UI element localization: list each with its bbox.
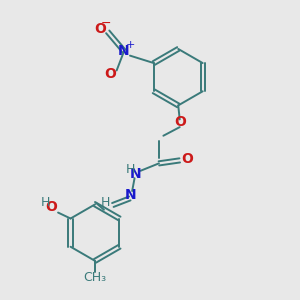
Text: CH₃: CH₃ — [83, 271, 106, 284]
Text: O: O — [45, 200, 57, 214]
Text: N: N — [118, 44, 130, 58]
Text: +: + — [125, 40, 135, 50]
Text: N: N — [125, 188, 136, 202]
Text: O: O — [181, 152, 193, 166]
Text: H: H — [101, 196, 110, 209]
Text: H: H — [40, 196, 50, 209]
Text: O: O — [104, 67, 116, 81]
Text: H: H — [126, 163, 135, 176]
Text: N: N — [130, 167, 142, 181]
Text: O: O — [94, 22, 106, 37]
Text: O: O — [174, 115, 186, 129]
Text: −: − — [101, 17, 112, 30]
